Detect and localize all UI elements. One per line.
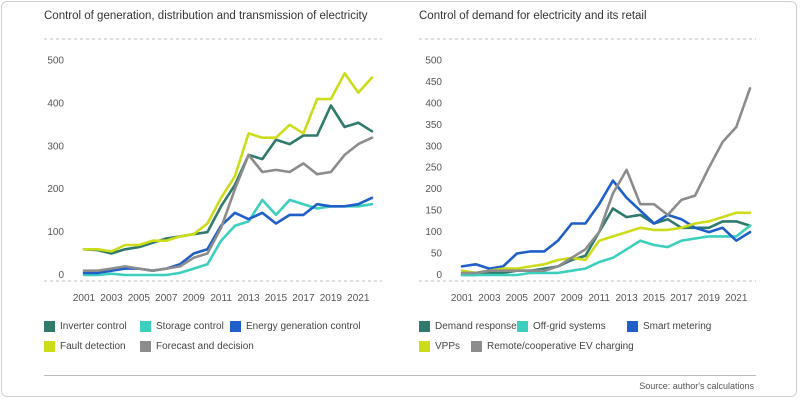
x-tick-label: 2013: [615, 293, 638, 304]
legend-swatch: [627, 321, 638, 332]
left-chart-title: Control of generation, distribution and …: [44, 10, 368, 22]
y-tick-label: 200: [425, 184, 442, 195]
y-tick-label: 200: [47, 184, 64, 195]
legend-item-demand-response: Demand response: [419, 321, 517, 332]
legend-label: Remote/cooperative EV charging: [487, 341, 634, 352]
legend-label: Smart metering: [643, 321, 712, 332]
legend-swatch: [44, 341, 55, 352]
x-tick-label: 2011: [210, 293, 232, 304]
x-tick-label: 2005: [128, 293, 151, 304]
legend-label: Energy generation control: [246, 321, 361, 332]
x-tick-label: 2021: [725, 293, 748, 304]
series-line-inverter-control: [82, 104, 374, 255]
y-tick-label: 0: [58, 270, 64, 281]
source-note: Source: author's calculations: [639, 381, 754, 391]
legend-item-inverter-control: Inverter control: [44, 321, 127, 332]
y-tick-label: 50: [431, 249, 443, 260]
legend-swatch: [44, 321, 55, 332]
x-tick-label: 2017: [292, 293, 315, 304]
legend-swatch: [419, 341, 430, 352]
series-line-smart-metering: [460, 179, 752, 270]
y-tick-label: 500: [47, 55, 64, 66]
y-tick-label: 500: [425, 55, 442, 66]
x-tick-label: 2007: [533, 293, 556, 304]
y-tick-label: 100: [47, 227, 64, 238]
series-line-vpps: [460, 211, 752, 275]
legend-swatch: [471, 341, 482, 352]
x-tick-label: 2013: [237, 293, 260, 304]
legend-item-fault-detection: Fault detection: [44, 341, 126, 352]
x-tick-label: 2009: [183, 293, 206, 304]
legend-label: Fault detection: [60, 341, 126, 352]
series-line-remote-cooperative-ev-charging: [460, 87, 752, 275]
series-line-off-grid-systems: [460, 224, 752, 277]
legend-item-energy-generation-control: Energy generation control: [230, 321, 361, 332]
legend-label: Inverter control: [60, 321, 127, 332]
x-tick-label: 2001: [451, 293, 474, 304]
y-tick-label: 350: [425, 120, 442, 131]
y-tick-label: 400: [47, 98, 64, 109]
x-tick-label: 2017: [670, 293, 693, 304]
legend-item-remote-cooperative-ev-charging: Remote/cooperative EV charging: [471, 341, 634, 352]
legend-item-off-grid-systems: Off-grid systems: [517, 321, 606, 332]
legend-label: Forecast and decision: [156, 341, 254, 352]
legend-label: Off-grid systems: [533, 321, 606, 332]
legend-label: Demand response: [435, 321, 517, 332]
y-tick-label: 250: [425, 163, 442, 174]
x-tick-label: 2003: [478, 293, 501, 304]
y-tick-label: 0: [436, 270, 442, 281]
left-chart: 0 100 200 300 400 500 2001 2003 2005 2007 2009 2011…: [44, 38, 382, 304]
series-line-forecast-and-decision: [82, 136, 374, 273]
x-tick-label: 2021: [347, 293, 370, 304]
legend-swatch: [230, 321, 241, 332]
series-line-storage-control: [82, 198, 374, 277]
y-tick-label: 100: [425, 227, 442, 238]
y-tick-label: 300: [425, 141, 442, 152]
x-tick-label: 2015: [265, 293, 288, 304]
y-tick-label: 300: [47, 141, 64, 152]
right-chart: 0 50 100 150 200 250 300 350 400 450 500 2001 2003 20…: [419, 38, 756, 304]
x-tick-label: 2019: [320, 293, 343, 304]
x-tick-label: 2015: [643, 293, 666, 304]
y-tick-label: 400: [425, 98, 442, 109]
series-line-fault-detection: [82, 72, 374, 253]
legend-item-vpps: VPPs: [419, 341, 460, 352]
x-tick-label: 2001: [73, 293, 96, 304]
x-tick-label: 2005: [506, 293, 529, 304]
footer-rule: [44, 375, 756, 376]
x-tick-label: 2019: [698, 293, 721, 304]
legend-item-storage-control: Storage control: [140, 321, 224, 332]
legend-item-forecast-and-decision: Forecast and decision: [140, 341, 254, 352]
x-tick-label: 2011: [588, 293, 610, 304]
legend-swatch: [140, 321, 151, 332]
right-chart-title: Control of demand for electricity and it…: [419, 10, 647, 22]
legend-item-smart-metering: Smart metering: [627, 321, 711, 332]
y-tick-label: 450: [425, 77, 442, 88]
legend-label: VPPs: [435, 341, 461, 352]
legend-swatch: [140, 341, 151, 352]
y-tick-label: 150: [425, 206, 442, 217]
x-tick-label: 2007: [155, 293, 178, 304]
legend-swatch: [517, 321, 528, 332]
x-tick-label: 2009: [561, 293, 584, 304]
legend-label: Storage control: [156, 321, 224, 332]
x-tick-label: 2003: [100, 293, 123, 304]
legend-swatch: [419, 321, 430, 332]
